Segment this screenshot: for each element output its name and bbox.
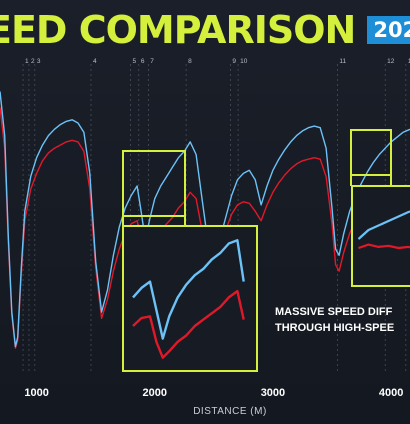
year-badge: 2025 (367, 16, 410, 44)
zoom-plot-1 (132, 239, 245, 359)
annotation-line-1: MASSIVE SPEED DIFF (275, 306, 393, 318)
zoom-2-series-0 (357, 210, 410, 240)
corner-label-4: 4 (93, 58, 97, 65)
x-axis-label: DISTANCE (M) (193, 406, 267, 417)
zoom-panel-1 (122, 225, 258, 372)
zoom-2-series-1 (358, 243, 410, 250)
corner-label-1: 1 (25, 58, 29, 65)
zoom-panel-1-bg (123, 226, 257, 371)
zoom-1-series-0 (132, 239, 245, 340)
corner-label-11: 11 (339, 58, 346, 65)
corner-label-8: 8 (188, 58, 192, 65)
corner-label-6: 6 (141, 58, 145, 65)
corner-label-2: 2 (31, 58, 35, 65)
corner-label-10: 10 (240, 58, 248, 65)
main-plot (0, 91, 410, 349)
series-line-0 (0, 91, 410, 348)
chart-title: EED COMPARISON2025VS (0, 8, 410, 52)
corner-label-3: 3 (37, 58, 41, 65)
corner-label-12: 12 (387, 58, 395, 65)
series-line-1 (0, 107, 410, 349)
annotation-line-2: THROUGH HIGH-SPEE (275, 322, 394, 334)
corner-label-13: 13 (408, 58, 410, 65)
highlight-boxes (122, 129, 410, 372)
corner-label-7: 7 (150, 58, 154, 65)
corner-label-5: 5 (133, 58, 137, 65)
highlight-box-a (122, 150, 186, 217)
x-axis-ticks: 1000 2000 3000 4000 (24, 387, 403, 399)
highlight-box-b (350, 129, 392, 176)
x-tick-1000: 1000 (24, 387, 48, 399)
zoom-panel-2 (351, 185, 410, 287)
x-tick-3000: 3000 (261, 387, 285, 399)
zoom-plot-2 (357, 210, 410, 250)
corner-label-9: 9 (232, 58, 236, 65)
title-text: EED COMPARISON (0, 8, 356, 52)
x-tick-4000: 4000 (379, 387, 403, 399)
x-tick-2000: 2000 (143, 387, 167, 399)
zoom-1-series-1 (132, 289, 245, 359)
